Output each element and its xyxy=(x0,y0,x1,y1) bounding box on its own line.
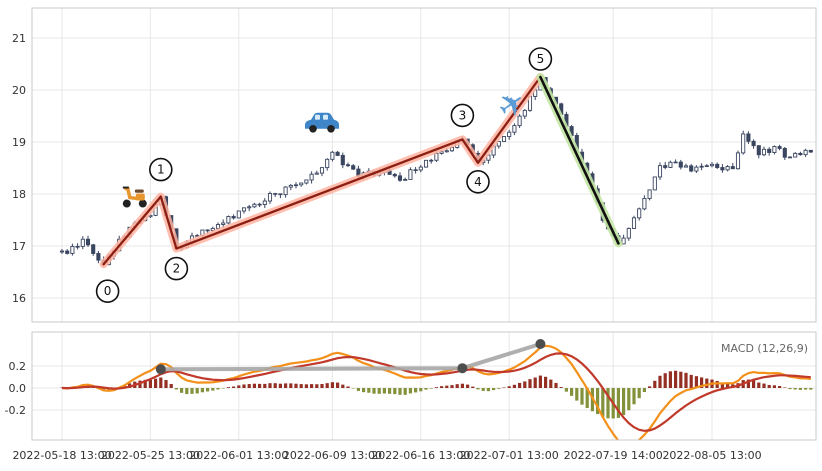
macd-panel-border xyxy=(31,331,817,441)
price-axis-tick: 16 xyxy=(12,292,26,305)
svg-text:0: 0 xyxy=(104,284,112,298)
price-axis-tick: 21 xyxy=(12,32,26,45)
divergence-dot xyxy=(155,364,166,375)
date-axis-tick: 2022-05-18 13:00 xyxy=(12,449,111,462)
wave-line xyxy=(102,75,542,266)
macd-axis-tick: -0.2 xyxy=(5,404,26,417)
date-axis-tick: 2022-06-16 13:00 xyxy=(371,449,470,462)
airplane-icon: ✈ xyxy=(490,81,534,128)
svg-text:5: 5 xyxy=(537,52,545,66)
wave-label-2: 2 xyxy=(164,256,189,281)
date-axis-tick: 2022-06-01 13:00 xyxy=(189,449,288,462)
macd-axis-tick: 0.0 xyxy=(9,382,27,395)
wave-label-0: 0 xyxy=(95,279,120,304)
wave-label-5: 5 xyxy=(528,47,553,71)
price-axis-tick: 19 xyxy=(12,136,26,149)
divergence-dot xyxy=(457,363,468,374)
macd-panel-content xyxy=(60,339,813,440)
date-axis-tick: 2022-05-25 13:00 xyxy=(101,449,200,462)
price-axis-tick: 18 xyxy=(12,188,26,201)
price-axis-tick: 20 xyxy=(12,84,26,97)
price-axis-tick: 17 xyxy=(12,240,26,253)
signal-line xyxy=(61,352,811,432)
svg-text:2: 2 xyxy=(173,262,181,276)
svg-text:1: 1 xyxy=(157,163,165,177)
macd-line xyxy=(61,344,811,440)
date-axis-tick: 2022-07-19 14:00 xyxy=(564,449,663,462)
wave-label-1: 1 xyxy=(149,157,173,182)
scooter-icon xyxy=(122,186,147,208)
macd-params-label: MACD (12,26,9) xyxy=(721,342,808,355)
svg-text:4: 4 xyxy=(474,175,482,189)
date-axis-tick: 2022-08-05 13:00 xyxy=(662,449,761,462)
wave-labels: 0 1 2 3 4 5 xyxy=(95,47,553,304)
macd-histogram xyxy=(60,370,813,419)
date-axis-tick: 2022-07-01 13:00 xyxy=(460,449,559,462)
wave-label-3: 3 xyxy=(450,103,475,128)
divergence-dot xyxy=(535,339,546,349)
wave-label-4: 4 xyxy=(466,170,490,194)
car-icon xyxy=(305,112,339,133)
macd-axis-tick: 0.2 xyxy=(9,360,27,373)
elliott-wave-lines xyxy=(99,73,623,269)
post-wave-line xyxy=(539,75,620,245)
date-axis-tick: 2022-06-09 13:00 xyxy=(283,449,382,462)
svg-text:3: 3 xyxy=(459,108,467,122)
price-panel-border xyxy=(31,7,817,323)
